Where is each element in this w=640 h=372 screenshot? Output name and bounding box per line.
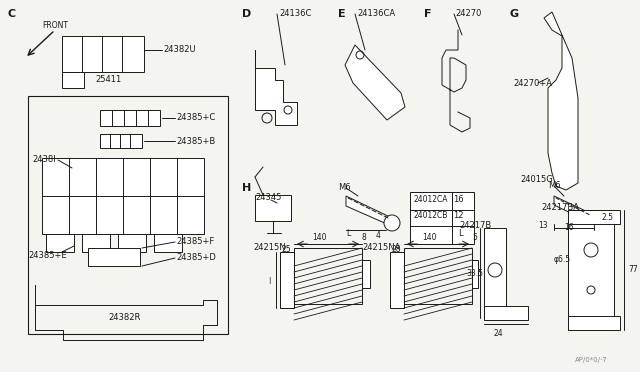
Bar [46,234,74,252]
Bar [404,248,472,304]
Bar [362,260,370,288]
Bar [255,195,291,221]
Text: 13: 13 [538,221,548,231]
Text: 33.5: 33.5 [466,269,483,278]
Text: 24385+C: 24385+C [176,113,215,122]
Text: 140: 140 [422,234,436,243]
Text: 24385+E: 24385+E [28,251,67,260]
Text: G: G [510,9,519,19]
Text: 24012CB: 24012CB [414,212,449,221]
Bar [410,192,474,244]
Text: 5: 5 [472,234,477,243]
Text: 24012CA: 24012CA [414,196,449,205]
Text: 24270+A: 24270+A [513,78,552,87]
Text: 24385+D: 24385+D [176,253,216,263]
Text: |: | [268,276,270,283]
Bar [88,248,140,266]
Text: 24215N: 24215N [253,244,286,253]
Circle shape [384,215,400,231]
Circle shape [587,213,601,227]
Text: 2438I: 2438I [32,155,56,164]
Text: 28: 28 [392,246,401,254]
Text: 25411: 25411 [95,76,121,84]
Text: 24015G: 24015G [520,176,553,185]
Polygon shape [554,196,598,226]
Text: 16: 16 [564,224,573,232]
Text: 24136CA: 24136CA [357,9,395,17]
Text: 24217BA: 24217BA [541,203,579,212]
Polygon shape [544,12,578,190]
Bar [280,252,294,308]
Bar [118,234,146,252]
Polygon shape [255,50,297,125]
Bar [28,96,228,334]
Text: 77: 77 [628,266,637,275]
Text: M6: M6 [338,183,351,192]
Text: C: C [8,9,16,19]
Text: 140: 140 [312,234,326,243]
Bar [62,72,84,88]
Bar [100,134,142,148]
Text: F: F [424,9,431,19]
Polygon shape [345,45,405,120]
Text: FRONT: FRONT [42,20,68,29]
Text: 24345: 24345 [255,193,282,202]
Text: 24136C: 24136C [279,9,312,17]
Bar [472,260,478,288]
Text: 2.5: 2.5 [602,214,614,222]
Polygon shape [346,196,396,228]
Text: 12: 12 [452,212,463,221]
Text: L: L [458,230,462,238]
Bar [568,316,620,330]
Bar [568,210,614,330]
Text: φ6.5: φ6.5 [554,256,571,264]
Bar [100,110,160,126]
Text: AP/0*0/·7: AP/0*0/·7 [575,357,608,363]
Text: E: E [338,9,346,19]
Text: D: D [242,9,252,19]
Text: 24385+F: 24385+F [176,237,214,247]
Text: 24: 24 [494,330,504,339]
Bar [62,36,144,72]
Text: 24385+B: 24385+B [176,137,215,145]
Text: 8: 8 [362,234,367,243]
Bar [294,248,362,304]
Text: 24215NA: 24215NA [363,244,401,253]
Text: 16: 16 [452,196,463,205]
Bar [390,252,404,308]
Text: 24217B: 24217B [460,221,492,231]
Text: 24382U: 24382U [163,45,196,55]
Bar [42,158,204,234]
Bar [82,234,110,252]
Text: 4: 4 [376,231,381,241]
Text: 24270: 24270 [455,9,481,17]
Text: L: L [346,230,350,238]
Text: H: H [242,183,252,193]
Bar [484,228,506,318]
Bar [154,234,182,252]
Bar [568,210,620,224]
Text: M6: M6 [548,180,561,189]
Text: 25: 25 [282,246,292,254]
Bar [484,306,528,320]
Text: 24382R: 24382R [108,314,140,323]
